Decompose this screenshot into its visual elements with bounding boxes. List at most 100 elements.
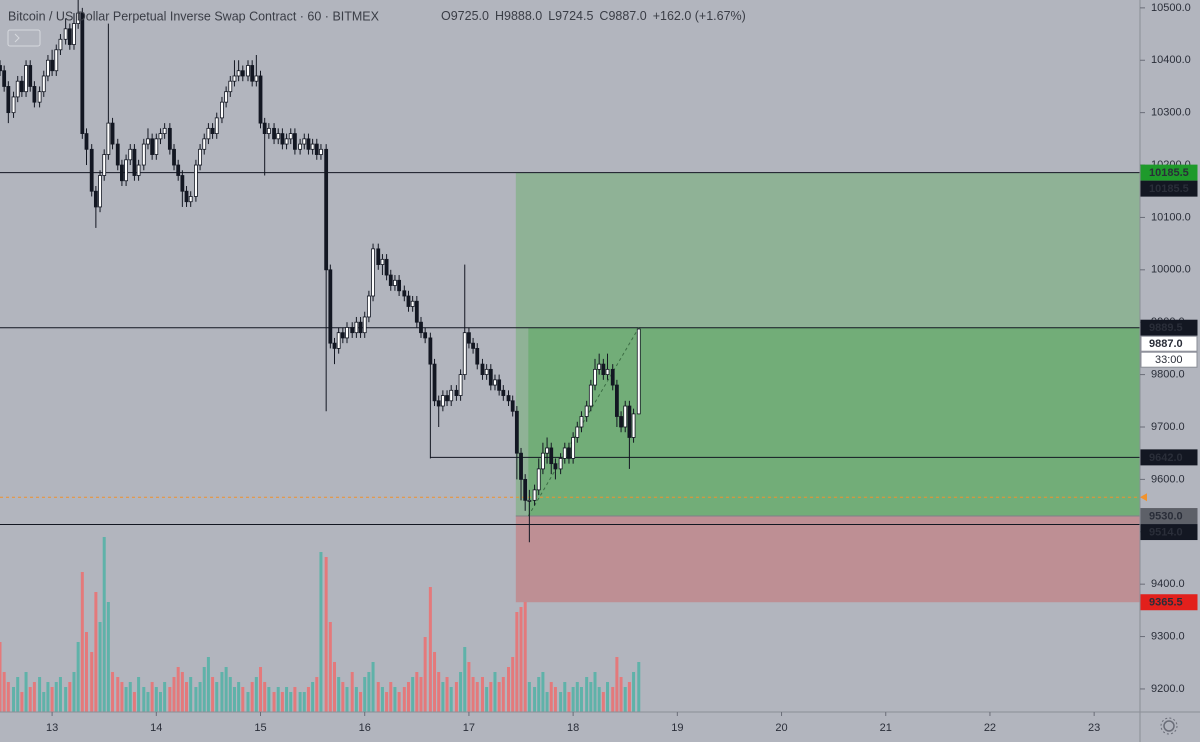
price-label-box (1140, 335, 1198, 352)
candle-body (198, 148, 202, 166)
volume-bar (211, 677, 215, 712)
candle-body (280, 133, 285, 145)
volume-bar (259, 667, 263, 712)
last-price-marker (1140, 493, 1147, 502)
volume-bar (475, 682, 479, 712)
volume-bar (298, 692, 302, 712)
volume-bar (172, 677, 176, 712)
candle-body (436, 400, 441, 407)
settings-gear[interactable] (1163, 720, 1175, 732)
volume-bar (563, 682, 567, 712)
candle-body (236, 70, 241, 77)
y-tick-label: 10500.0 (1151, 2, 1191, 14)
candle-body (50, 59, 55, 72)
volume-bar (428, 587, 432, 712)
volume-bar (232, 687, 236, 712)
volume-bar (137, 677, 141, 712)
volume-bar (276, 687, 280, 712)
candle-body (484, 368, 489, 375)
volume-bar (111, 672, 115, 712)
collapse-button[interactable] (7, 29, 41, 47)
volume-bar (533, 687, 537, 712)
candle-body (541, 452, 545, 470)
candle-body (2, 70, 7, 87)
volume-bar (433, 652, 437, 712)
countdown-box (1140, 351, 1198, 368)
volume-bar (272, 692, 276, 712)
candle-body (28, 65, 33, 87)
volume-bar (454, 682, 458, 712)
volume-bar (493, 672, 497, 712)
candle-body (493, 379, 497, 386)
volume-bar (6, 682, 10, 712)
candle-body (553, 463, 558, 470)
volume-bar (337, 677, 341, 712)
candle-body (302, 138, 307, 145)
candle-body (98, 175, 102, 208)
candle-body (72, 23, 76, 45)
volume-bar (371, 662, 375, 712)
candle-body (150, 138, 155, 155)
candle-body (124, 159, 128, 182)
candle-body (11, 96, 16, 114)
price-label: 9530.0 (1149, 510, 1183, 522)
chart-title: Bitcoin / US Dollar Perpetual Inverse Sw… (8, 9, 380, 23)
candle-body (288, 133, 293, 140)
volume-bar (120, 682, 124, 712)
volume-bar (246, 692, 250, 712)
volume-bar (585, 677, 589, 712)
candle-body (397, 279, 402, 292)
candle-body (58, 38, 63, 51)
candle-body (454, 389, 459, 396)
volume-bar (267, 687, 271, 712)
candle-body (549, 447, 554, 465)
volume-bar (497, 682, 501, 712)
volume-bar (589, 682, 593, 712)
candle-body (240, 70, 245, 77)
y-tick-label: 9600.0 (1151, 473, 1185, 485)
candle-body (228, 80, 233, 93)
volume-bar (80, 572, 84, 712)
candle-layer (0, 0, 641, 543)
candle-body (410, 300, 415, 307)
candle-body (324, 148, 329, 271)
volume-bar (289, 692, 293, 712)
candle-body (380, 258, 385, 265)
volume-bar (415, 672, 419, 712)
volume-bar (402, 687, 406, 712)
x-tick-label: 16 (359, 722, 371, 734)
candle-body (67, 28, 72, 45)
volume-bar (32, 682, 36, 712)
candle-body (158, 133, 163, 140)
volume-bar (389, 682, 393, 712)
candle-body (571, 437, 576, 459)
volume-bar (459, 672, 463, 712)
candle-body (584, 405, 589, 417)
volume-bar (241, 687, 245, 712)
volume-bar (593, 672, 597, 712)
price-label: 9365.5 (1149, 597, 1183, 609)
volume-bar (541, 672, 545, 712)
settings-icon[interactable] (1160, 717, 1178, 735)
volume-bar (341, 682, 345, 712)
settings-teeth[interactable] (1160, 717, 1178, 735)
stop-zone (515, 516, 1140, 603)
volume-bar (38, 677, 42, 712)
candle-body (432, 363, 437, 402)
volume-bar (423, 637, 427, 712)
volume-bar (511, 657, 515, 712)
candle-body (246, 65, 250, 77)
candle-body (80, 12, 85, 134)
y-tick-label: 10400.0 (1151, 54, 1191, 66)
volume-bar (185, 682, 189, 712)
legend-open: O9725.0 (441, 9, 489, 23)
y-tick-label: 9400.0 (1151, 578, 1185, 590)
volume-bar (194, 687, 198, 712)
y-tick-label: 9700.0 (1151, 421, 1185, 433)
candle-body (146, 138, 150, 145)
candle-body (89, 148, 94, 192)
volume-bar (623, 687, 627, 712)
volume-bar (615, 657, 619, 712)
x-tick-label: 18 (567, 722, 579, 734)
